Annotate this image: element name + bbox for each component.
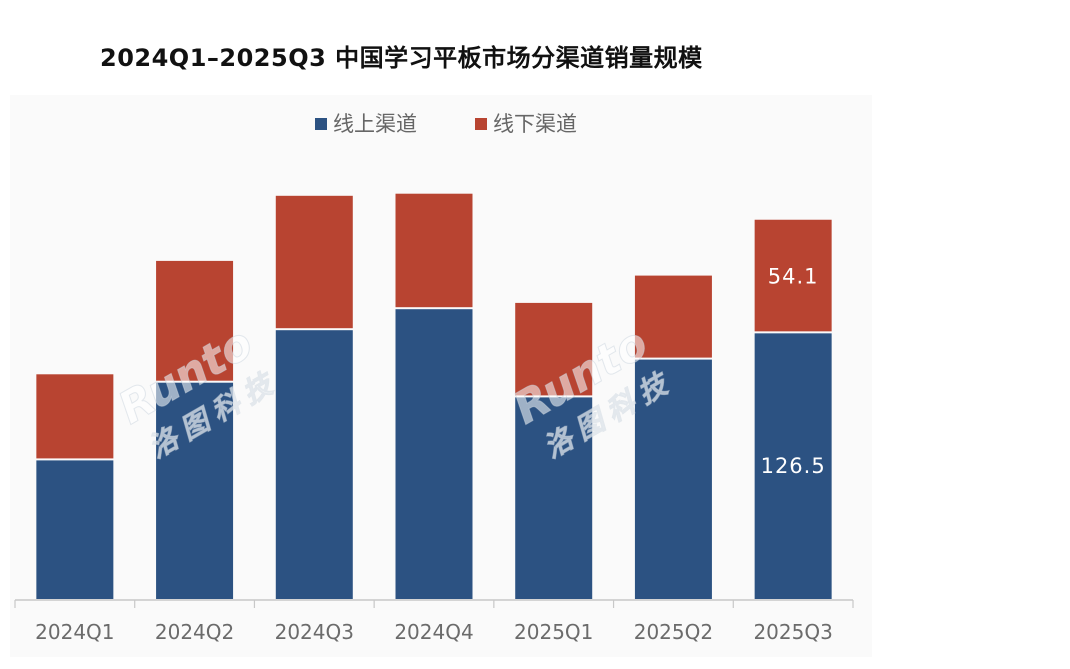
x-tick-label: 2024Q2	[155, 620, 234, 644]
bar-online-2024Q1	[36, 460, 114, 599]
bar-online-2025Q1	[515, 397, 593, 599]
bar-online-2025Q2	[634, 359, 712, 599]
bars	[36, 193, 832, 599]
bar-offline-2024Q4	[395, 193, 473, 308]
chart-title: 2024Q1–2025Q3 中国学习平板市场分渠道销量规模	[100, 44, 703, 72]
legend-label-offline: 线下渠道	[493, 112, 577, 136]
data-label: 54.1	[768, 265, 819, 289]
bar-offline-2025Q3	[754, 219, 832, 332]
data-label: 126.5	[761, 454, 826, 478]
bar-offline-2025Q1	[515, 302, 593, 396]
x-tick-label: 2024Q3	[275, 620, 354, 644]
bar-offline-2024Q3	[275, 195, 353, 329]
chart-panel: 线上渠道 线下渠道 2024Q1 2024Q2 2024Q3 2024Q4 2025Q1 2…	[10, 95, 872, 657]
bar-offline-2024Q1	[36, 374, 114, 459]
legend-swatch-offline	[475, 118, 487, 130]
x-tick-label: 2025Q3	[753, 620, 832, 644]
legend-swatch-online	[315, 118, 327, 130]
x-tick-label: 2025Q1	[514, 620, 593, 644]
x-tick-label: 2024Q1	[35, 620, 114, 644]
stacked-bar-chart: 线上渠道 线下渠道 2024Q1 2024Q2 2024Q3 2024Q4 2025Q1 2…	[14, 112, 854, 644]
x-tick-label: 2024Q4	[394, 620, 473, 644]
bar-online-2024Q3	[275, 330, 353, 599]
bar-offline-2024Q2	[156, 260, 234, 381]
x-axis: 2024Q1 2024Q2 2024Q3 2024Q4 2025Q1 2025Q2 2025…	[14, 599, 854, 644]
bar-online-2024Q4	[395, 309, 473, 599]
data-labels: 126.5 54.1	[761, 265, 826, 479]
bar-online-2025Q3	[754, 333, 832, 599]
legend: 线上渠道 线下渠道	[315, 112, 577, 136]
bar-offline-2025Q2	[634, 275, 712, 358]
legend-label-online: 线上渠道	[333, 112, 417, 136]
bar-online-2024Q2	[156, 382, 234, 599]
x-tick-label: 2025Q2	[634, 620, 713, 644]
